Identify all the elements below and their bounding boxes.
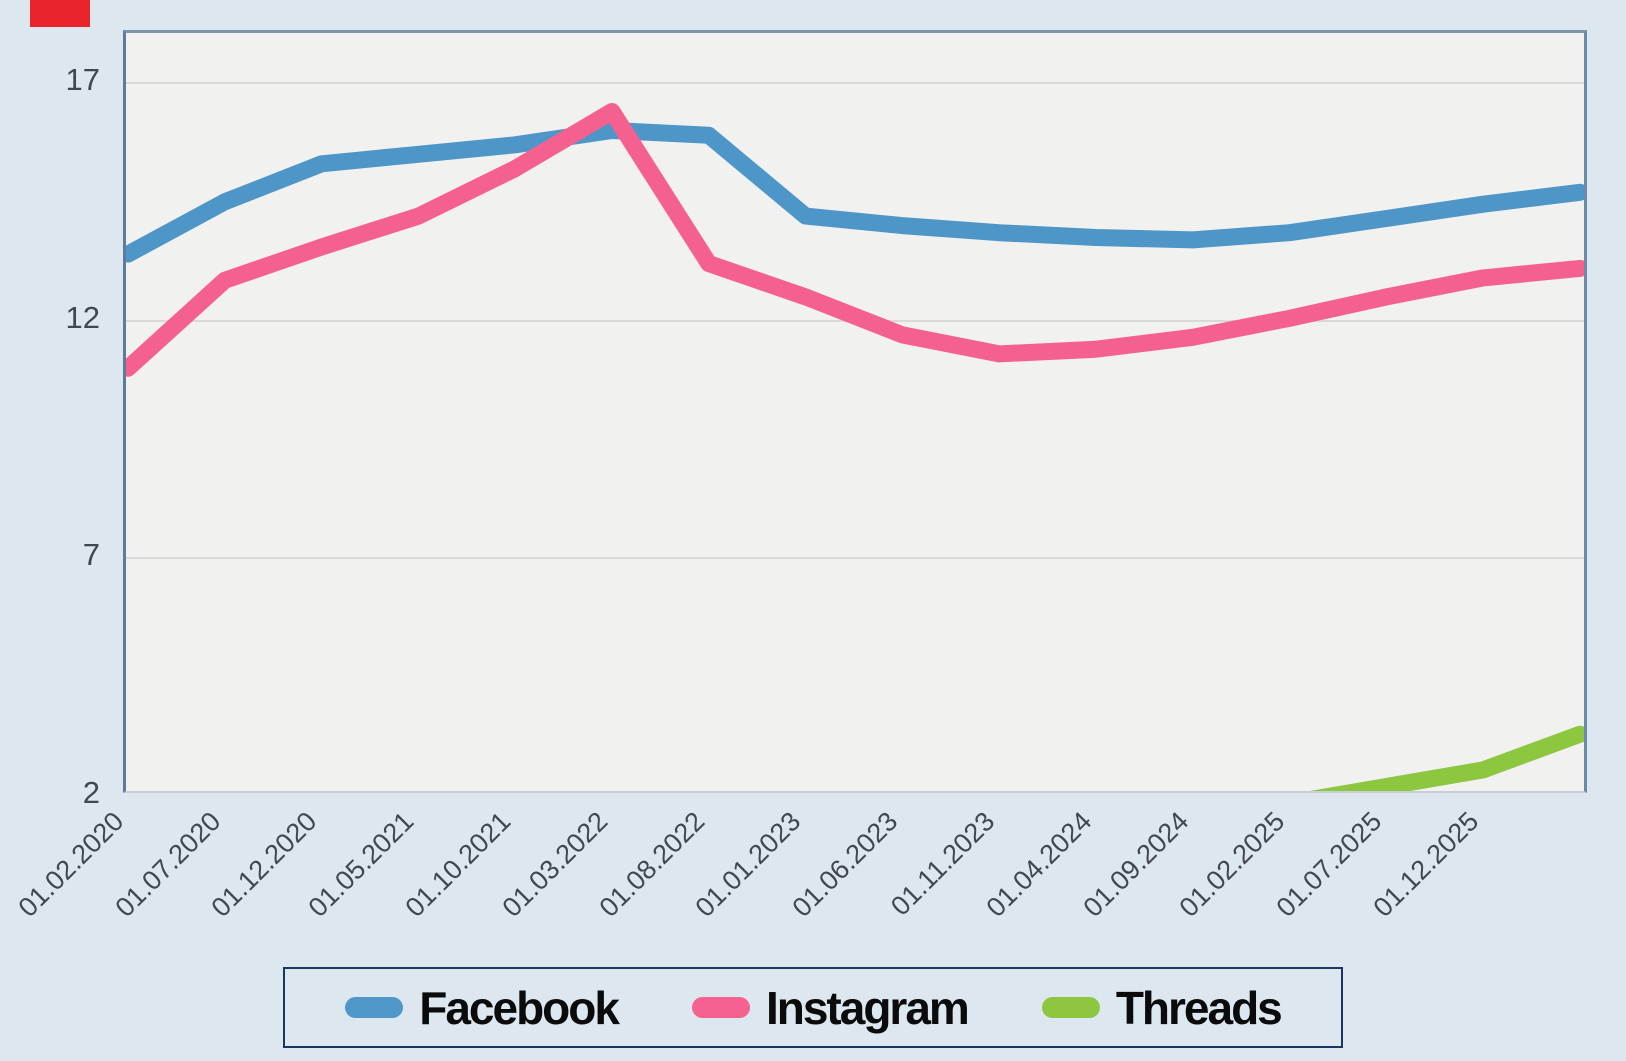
- x-tick-label: 01.12.2025: [1367, 806, 1485, 923]
- series-canvas: [126, 103, 1584, 791]
- y-tick-label: 2: [82, 775, 100, 810]
- legend-swatch-icon: [345, 997, 404, 1018]
- x-tick-label: 01.10.2021: [399, 806, 517, 923]
- gridline: [126, 557, 1584, 560]
- red-marker: [30, 0, 90, 27]
- legend-swatch-icon: [1041, 997, 1100, 1018]
- series-line-threads: [1309, 725, 1584, 791]
- series-line-facebook: [126, 122, 1584, 263]
- legend: Facebook Instagram Threads: [283, 967, 1343, 1048]
- legend-item-threads: Threads: [1041, 981, 1283, 1035]
- legend-swatch-icon: [691, 997, 750, 1018]
- legend-item-instagram: Instagram: [691, 981, 970, 1035]
- x-tick-label: 01.05.2021: [302, 806, 420, 923]
- legend-label: Threads: [1115, 981, 1283, 1034]
- y-tick-label: 12: [65, 299, 100, 335]
- x-tick-label: 01.06.2023: [786, 806, 904, 923]
- plot-area: [123, 30, 1587, 793]
- legend-label: Facebook: [419, 981, 620, 1034]
- series-line-instagram: [126, 103, 1584, 377]
- y-tick-label: 17: [65, 62, 100, 97]
- x-tick-label: 01.03.2022: [496, 806, 614, 923]
- x-tick-label: 01.02.2020: [12, 806, 130, 923]
- gridline: [126, 82, 1584, 84]
- x-tick-label: 01.04.2024: [980, 806, 1098, 923]
- legend-item-facebook: Facebook: [345, 981, 620, 1035]
- legend-label: Instagram: [765, 981, 970, 1034]
- x-tick-label: 01.07.2025: [1270, 806, 1388, 923]
- y-tick-label: 7: [82, 537, 100, 573]
